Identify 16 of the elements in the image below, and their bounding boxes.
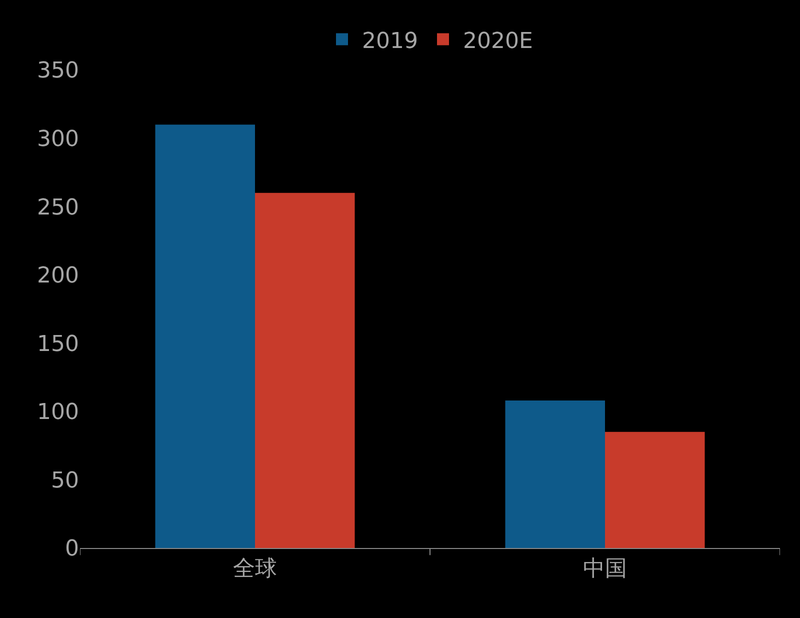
bar (155, 124, 255, 548)
y-tick-label: 350 (37, 58, 79, 84)
y-tick-label: 250 (37, 195, 79, 220)
y-tick-label: 300 (37, 126, 79, 152)
bar (505, 400, 605, 548)
y-tick-label: 100 (37, 400, 79, 426)
y-tick-label: 0 (65, 536, 79, 562)
legend-label: 2020E (463, 28, 533, 54)
legend-label: 2019 (362, 28, 418, 54)
x-tick-label: 全球 (233, 556, 277, 582)
y-tick-label: 200 (37, 264, 79, 289)
y-tick-label: 150 (37, 332, 79, 357)
x-tick-label: 中国 (583, 556, 627, 582)
y-tick-label: 50 (51, 468, 79, 494)
bar (605, 432, 705, 548)
bar (255, 192, 355, 548)
